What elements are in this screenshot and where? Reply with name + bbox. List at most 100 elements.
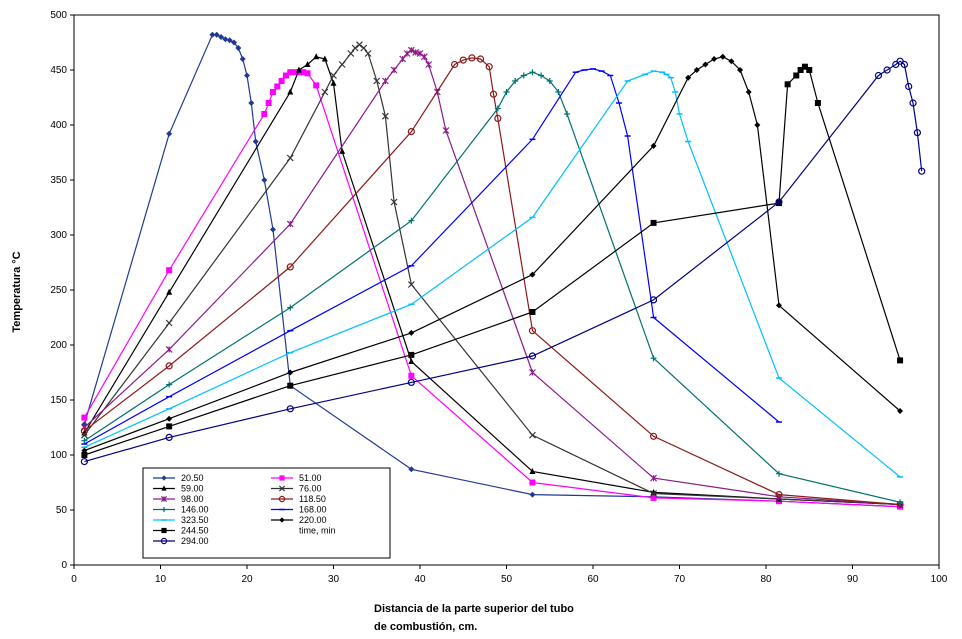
data-point xyxy=(702,61,709,68)
y-tick-label: 0 xyxy=(61,560,67,571)
data-point xyxy=(711,56,718,62)
data-point xyxy=(313,53,320,60)
data-point xyxy=(286,154,294,162)
data-point xyxy=(420,53,428,61)
data-point xyxy=(269,226,276,233)
data-point xyxy=(274,83,281,90)
data-point xyxy=(166,423,173,430)
data-point xyxy=(528,352,537,360)
data-point xyxy=(649,296,658,304)
data-point xyxy=(650,474,657,482)
data-point xyxy=(165,345,173,353)
x-tick-label: 20 xyxy=(241,574,253,585)
data-point xyxy=(529,69,536,76)
data-point xyxy=(165,319,173,327)
data-point xyxy=(390,66,398,74)
data-point xyxy=(874,71,883,80)
data-point xyxy=(381,112,389,120)
data-point xyxy=(529,309,536,315)
data-point xyxy=(416,50,424,57)
y-tick-label: 250 xyxy=(50,285,67,296)
data-point xyxy=(520,72,527,79)
data-point xyxy=(166,288,173,295)
data-point xyxy=(407,281,415,288)
data-point xyxy=(226,37,233,44)
data-point xyxy=(650,355,657,362)
data-point xyxy=(166,415,173,422)
data-point xyxy=(806,67,813,73)
series-244-50 xyxy=(81,63,904,458)
data-point xyxy=(248,100,255,106)
plot-frame: 0 50 100 150 200 250 300 350 400 450 500 0 10 20 30 40 5… xyxy=(50,10,947,585)
data-point xyxy=(81,437,88,444)
data-point xyxy=(564,111,571,117)
data-point xyxy=(650,494,657,501)
data-point xyxy=(239,56,246,62)
x-axis-title-line1: Distancia de la parte superior del tubo xyxy=(374,603,574,615)
data-point xyxy=(529,468,536,474)
x-tick-label: 80 xyxy=(760,574,772,585)
legend-label: 146.00 xyxy=(181,505,209,515)
legend-title: time, min xyxy=(299,526,336,536)
data-point xyxy=(775,200,782,207)
data-point xyxy=(685,74,692,81)
series-118-50 xyxy=(80,54,904,509)
legend-swatch-marker xyxy=(278,485,286,492)
data-point xyxy=(459,56,467,64)
data-point xyxy=(503,89,510,95)
data-point xyxy=(81,414,88,421)
data-point xyxy=(784,81,791,88)
x-tick-label: 30 xyxy=(328,574,340,585)
data-point xyxy=(650,142,657,149)
data-point xyxy=(356,41,363,49)
data-point xyxy=(775,491,783,499)
data-point xyxy=(235,45,242,51)
data-point xyxy=(793,72,800,79)
legend-swatch-marker xyxy=(161,485,167,491)
data-point xyxy=(754,122,761,128)
data-point xyxy=(528,327,537,335)
data-point xyxy=(512,78,519,84)
data-point xyxy=(166,381,173,388)
data-point xyxy=(407,128,415,136)
data-point xyxy=(897,499,904,506)
data-point xyxy=(286,263,294,271)
data-point xyxy=(381,77,389,85)
x-axis-title-line2: de combustión, cm. xyxy=(374,621,477,633)
data-point xyxy=(408,217,415,224)
x-tick-label: 10 xyxy=(155,574,167,585)
data-point xyxy=(737,67,744,73)
legend-label: 294.00 xyxy=(181,536,209,546)
data-point xyxy=(494,105,501,112)
data-point xyxy=(261,111,268,117)
data-point xyxy=(218,34,225,40)
data-point xyxy=(538,72,545,79)
data-point xyxy=(408,358,415,364)
data-point xyxy=(351,44,359,52)
data-point xyxy=(166,267,173,274)
y-tick-label: 100 xyxy=(50,450,67,461)
data-point xyxy=(287,369,294,376)
series-line xyxy=(84,71,901,503)
data-point xyxy=(775,302,782,309)
legend: 20.50 51.00 59.00 76.00 98.00 118.50 146.00 168… xyxy=(142,467,391,559)
data-point xyxy=(291,69,298,76)
y-tick-label: 300 xyxy=(50,230,67,241)
data-point xyxy=(304,70,311,77)
data-point xyxy=(649,432,658,440)
data-point xyxy=(814,100,821,106)
data-point xyxy=(364,50,372,57)
legend-swatch-marker xyxy=(278,495,286,503)
data-point xyxy=(339,147,346,154)
series-59-00 xyxy=(81,53,904,507)
series-line xyxy=(83,49,901,506)
y-axis-title: Temperatura °C xyxy=(11,251,23,332)
series-20-50 xyxy=(81,31,904,510)
series-line xyxy=(83,71,901,508)
data-point xyxy=(287,382,294,389)
data-point xyxy=(295,66,302,73)
data-point xyxy=(347,50,355,57)
data-point xyxy=(338,61,346,68)
data-point xyxy=(408,372,415,379)
